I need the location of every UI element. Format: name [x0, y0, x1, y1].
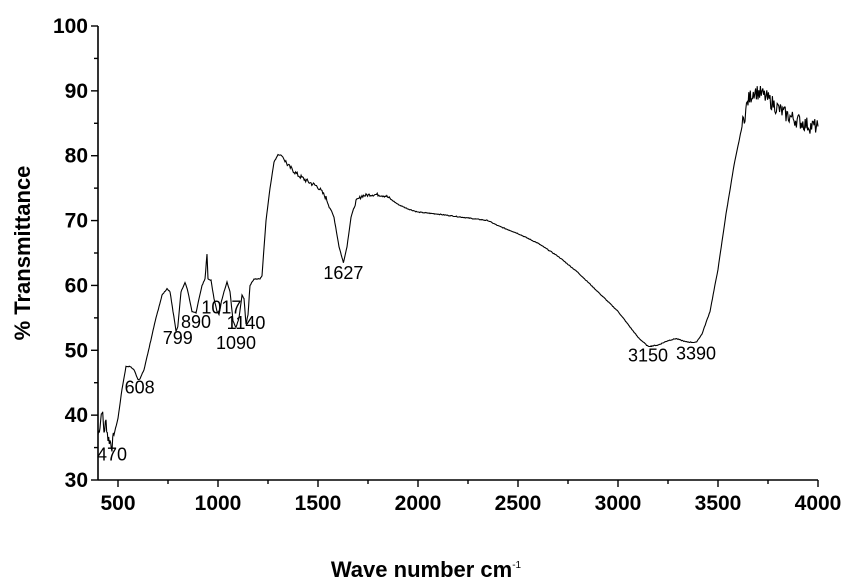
peak-label: 1140 [227, 313, 266, 333]
peak-label: 890 [181, 312, 211, 332]
y-tick-label: 70 [65, 210, 88, 233]
ticks [91, 25, 819, 487]
y-tick-label: 80 [65, 145, 88, 168]
peak-label: 1090 [216, 333, 256, 353]
peak-label: 470 [97, 445, 127, 465]
y-tick-label: 100 [53, 15, 88, 38]
x-axis-title-text: Wave number cm [331, 557, 512, 582]
x-tick-label: 3000 [595, 492, 642, 515]
y-tick-label: 40 [65, 404, 88, 427]
x-tick-label: 500 [100, 492, 135, 515]
x-tick-label: 2000 [395, 492, 442, 515]
x-axis-title-superscript: -1 [512, 560, 521, 571]
y-tick-label: 30 [65, 469, 88, 492]
x-axis-title: Wave number cm-1 [331, 557, 522, 582]
peak-label: 608 [125, 378, 155, 398]
peak-label: 1017 [201, 297, 241, 317]
x-tick-label: 2500 [495, 492, 542, 515]
y-tick-label: 60 [65, 274, 88, 297]
y-axis-title: % Transmittance [10, 166, 35, 341]
axes [97, 26, 818, 481]
y-tick-label: 50 [65, 339, 88, 362]
x-tick-label: 1500 [295, 492, 342, 515]
peak-label: 3390 [676, 343, 716, 363]
y-tick-label: 90 [65, 80, 88, 103]
spectrum-line [97, 85, 819, 452]
x-tick-label: 1000 [195, 492, 242, 515]
peak-label: 1627 [323, 263, 363, 283]
tick-labels: 500 1000 1500 2000 2500 3000 3500 4000 30 40 50 60 7… [53, 15, 841, 515]
peak-label: 799 [163, 328, 193, 348]
peak-label: 3150 [628, 345, 668, 365]
x-tick-label: 4000 [795, 492, 842, 515]
x-tick-label: 3500 [695, 492, 742, 515]
